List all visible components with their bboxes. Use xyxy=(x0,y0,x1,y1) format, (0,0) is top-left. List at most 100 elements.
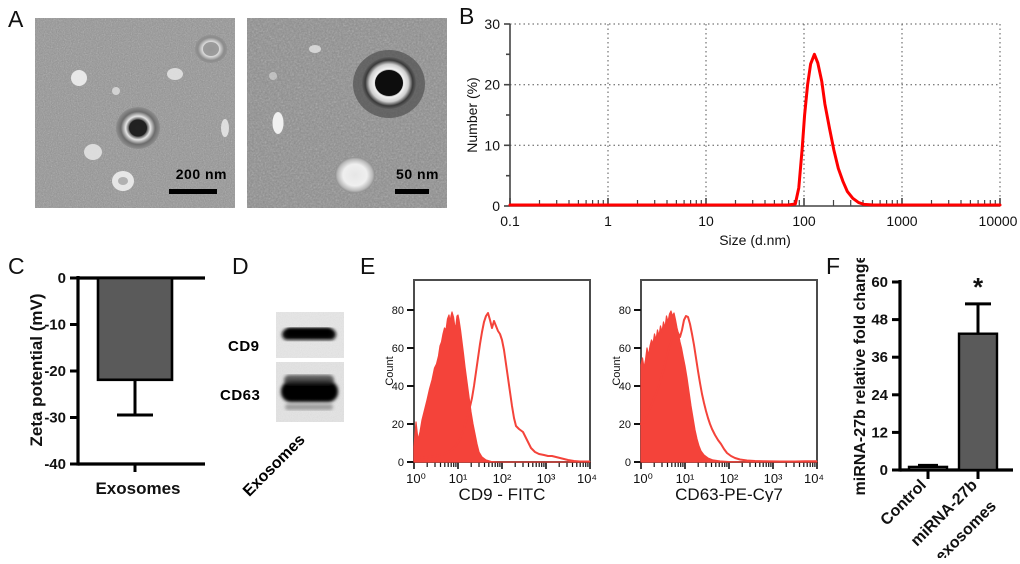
panel-b-x-axis-label: Size (d.nm) xyxy=(719,232,791,248)
svg-text:80: 80 xyxy=(392,305,404,317)
bar-exosomes xyxy=(96,276,174,382)
svg-text:Control: Control xyxy=(878,477,930,529)
cd63-y-ticks xyxy=(634,309,641,463)
cd9-y-tick-labels: 0 20 40 60 80 xyxy=(392,305,404,469)
panel-f-y-tick-labels: 60 48 36 24 12 0 xyxy=(871,274,888,479)
panel-c-y-ticks xyxy=(70,276,78,466)
cd9-x-ticks xyxy=(413,462,591,469)
svg-text:-30: -30 xyxy=(44,410,66,427)
bar-mirna27b-exosomes xyxy=(957,332,999,472)
svg-text:20: 20 xyxy=(619,419,631,431)
svg-text:-10: -10 xyxy=(44,317,66,334)
blot-lane-label: Exosomes xyxy=(240,431,309,501)
svg-text:1: 1 xyxy=(604,213,612,229)
panel-label-a: A xyxy=(8,6,24,32)
tem-image-left: 200 nm xyxy=(35,18,235,208)
svg-text:-20: -20 xyxy=(44,363,66,380)
panel-f-category-ticks xyxy=(926,470,980,479)
error-bar-mirna27b-exosomes xyxy=(965,302,991,334)
bar-control xyxy=(907,465,949,472)
axis-lines xyxy=(509,24,1000,207)
panel-label-c: C xyxy=(8,253,25,279)
svg-text:30: 30 xyxy=(484,16,500,32)
svg-text:0: 0 xyxy=(880,462,888,479)
panel-f-chart: * 60 48 36 24 12 0 miRNA-27b relative fo… xyxy=(852,258,1013,558)
svg-text:10²: 10² xyxy=(720,471,739,486)
panel-f-y-ticks xyxy=(892,280,900,472)
panel-c-category-label: Exosomes xyxy=(95,479,180,498)
svg-text:1000: 1000 xyxy=(886,213,917,229)
scalebar-left xyxy=(169,189,217,194)
svg-text:10⁰: 10⁰ xyxy=(633,471,653,486)
blot-label-cd9: CD9 xyxy=(228,338,260,355)
svg-text:12: 12 xyxy=(871,424,888,441)
panel-c-chart: 0 -10 -20 -30 -40 Exosomes Zeta potentia… xyxy=(27,270,205,498)
scalebar-right xyxy=(395,189,429,194)
svg-text:20: 20 xyxy=(392,419,404,431)
svg-text:-40: -40 xyxy=(44,456,66,473)
svg-text:60: 60 xyxy=(392,343,404,355)
cd63-y-axis-label: Count xyxy=(611,356,623,385)
svg-text:10¹: 10¹ xyxy=(449,471,468,486)
svg-text:10⁴: 10⁴ xyxy=(577,471,597,486)
scalebar-label-right: 50 nm xyxy=(396,166,439,182)
svg-text:10¹: 10¹ xyxy=(676,471,695,486)
panel-c-y-axis-label: Zeta potential (mV) xyxy=(27,293,46,446)
svg-text:0.1: 0.1 xyxy=(500,213,520,229)
svg-text:100: 100 xyxy=(792,213,816,229)
cd9-isotype-filled-histogram xyxy=(413,311,591,463)
cd63-y-tick-labels: 0 20 40 60 80 xyxy=(619,305,631,469)
significance-asterisk: * xyxy=(973,272,984,302)
panel-f-y-axis-label: miRNA-27b relative fold change xyxy=(852,258,869,495)
panel-f-category-label-control: Control xyxy=(878,477,930,529)
svg-text:0: 0 xyxy=(398,457,404,469)
svg-text:40: 40 xyxy=(619,381,631,393)
blot-strip-cd9 xyxy=(276,312,344,358)
svg-text:24: 24 xyxy=(871,387,888,404)
svg-text:60: 60 xyxy=(619,343,631,355)
panel-b-y-axis-label: Number (%) xyxy=(464,77,480,152)
svg-text:48: 48 xyxy=(871,312,888,329)
cd63-x-ticks xyxy=(640,462,818,469)
svg-text:10⁴: 10⁴ xyxy=(804,471,824,486)
x-tick-labels: 0.1 1 10 100 1000 10000 xyxy=(500,213,1017,229)
svg-text:10: 10 xyxy=(698,213,714,229)
panel-label-e: E xyxy=(360,253,376,279)
panel-label-d: D xyxy=(232,253,249,279)
error-bar-exosomes xyxy=(117,379,153,417)
error-bar-control xyxy=(918,463,938,467)
svg-text:0: 0 xyxy=(58,270,66,287)
cd63-stained-outline-histogram xyxy=(640,315,817,463)
svg-text:10: 10 xyxy=(484,137,500,153)
scalebar-label-left: 200 nm xyxy=(175,166,227,182)
svg-text:0: 0 xyxy=(492,198,500,214)
svg-text:60: 60 xyxy=(871,274,888,291)
cd9-stained-outline-histogram xyxy=(414,312,590,463)
svg-text:10³: 10³ xyxy=(764,471,783,486)
y-tick-labels: 30 20 10 0 xyxy=(484,16,500,214)
cd63-x-axis-label: CD63-PE-Cy7 xyxy=(675,485,783,502)
y-major-ticks xyxy=(504,23,510,207)
cd9-x-axis-label: CD9 - FITC xyxy=(459,485,546,502)
svg-text:20: 20 xyxy=(484,77,500,93)
svg-text:10⁰: 10⁰ xyxy=(406,471,426,486)
tem-left-render xyxy=(35,18,235,208)
panel-label-f: F xyxy=(826,253,841,279)
grid-lines xyxy=(510,23,1001,206)
svg-text:0: 0 xyxy=(625,457,631,469)
svg-text:36: 36 xyxy=(871,349,888,366)
cd9-y-axis-label: Count xyxy=(384,356,396,385)
cd63-isotype-filled-histogram xyxy=(640,310,818,463)
panel-b-chart: 0.1 1 10 100 1000 10000 30 20 10 0 Size … xyxy=(464,16,1018,248)
cd9-x-tick-labels: 10⁰ 10¹ 10² 10³ 10⁴ xyxy=(406,471,597,486)
svg-text:40: 40 xyxy=(392,381,404,393)
cd63-x-tick-labels: 10⁰ 10¹ 10² 10³ 10⁴ xyxy=(633,471,824,486)
panel-label-b: B xyxy=(459,3,475,29)
panel-e-chart-cd63: 0 20 40 60 80 10⁰ 10¹ 10² 10³ 10⁴ Count … xyxy=(611,279,824,502)
svg-text:10000: 10000 xyxy=(979,213,1018,229)
svg-text:80: 80 xyxy=(619,305,631,317)
tem-right-render xyxy=(247,18,447,208)
svg-text:10³: 10³ xyxy=(537,471,556,486)
cd9-y-ticks xyxy=(407,309,414,463)
